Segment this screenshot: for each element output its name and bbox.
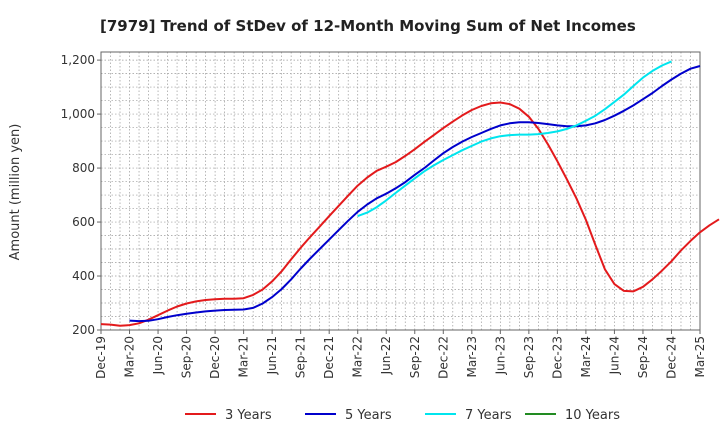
series-line: [357, 60, 672, 218]
legend-label: 3 Years: [225, 408, 272, 423]
x-tick-label: Sep-23: [522, 336, 536, 378]
y-tick-label: 800: [72, 161, 95, 175]
y-axis-label: Amount (million yen): [8, 124, 23, 261]
x-tick-label: Mar-24: [579, 336, 593, 377]
legend: 3 Years 5 Years 7 Years 10 Years: [185, 408, 620, 423]
x-tick-label: Jun-23: [493, 336, 507, 375]
plot-frame: [100, 51, 701, 331]
x-axis: Dec-19 Mar-20 Jun-20 Sep-20 Dec-20 Mar-21 Jun-…: [94, 330, 707, 379]
legend-label: 10 Years: [565, 408, 620, 423]
x-tick-label: Mar-20: [123, 336, 137, 377]
x-tick-label: Sep-21: [294, 336, 308, 378]
y-tick-label: 400: [72, 269, 95, 283]
x-tick-label: Mar-21: [237, 336, 251, 377]
x-tick-label: Dec-22: [436, 336, 450, 379]
x-tick-label: Dec-24: [664, 336, 678, 379]
x-tick-label: Sep-20: [180, 336, 194, 378]
x-tick-label: Mar-25: [693, 336, 707, 377]
series-line: [129, 65, 701, 323]
x-tick-label: Jun-21: [265, 336, 279, 375]
y-tick-label: 600: [72, 215, 95, 229]
y-tick-label: 1,000: [61, 107, 95, 121]
x-tick-label: Dec-21: [322, 336, 336, 379]
y-tick-label: 200: [72, 323, 95, 337]
x-tick-label: Jun-22: [379, 336, 393, 375]
x-tick-label: Dec-19: [94, 336, 108, 379]
x-tick-label: Jun-24: [607, 336, 621, 375]
y-tick-label: 1,200: [61, 53, 95, 67]
x-tick-label: Dec-23: [550, 336, 564, 379]
x-tick-label: Dec-20: [208, 336, 222, 379]
x-tick-label: Jun-20: [151, 336, 165, 375]
chart-title: [7979] Trend of StDev of 12-Month Moving…: [100, 17, 636, 35]
x-tick-label: Sep-24: [636, 336, 650, 378]
y-axis: 200 400 600 800 1,000 1,200: [61, 53, 101, 337]
x-tick-label: Mar-23: [465, 336, 479, 377]
x-tick-label: Mar-22: [351, 336, 365, 377]
legend-label: 7 Years: [465, 408, 512, 423]
legend-label: 5 Years: [345, 408, 392, 423]
x-tick-label: Sep-22: [408, 336, 422, 378]
grid: [101, 52, 700, 330]
series-group: [100, 60, 720, 327]
series-line: [100, 101, 720, 327]
